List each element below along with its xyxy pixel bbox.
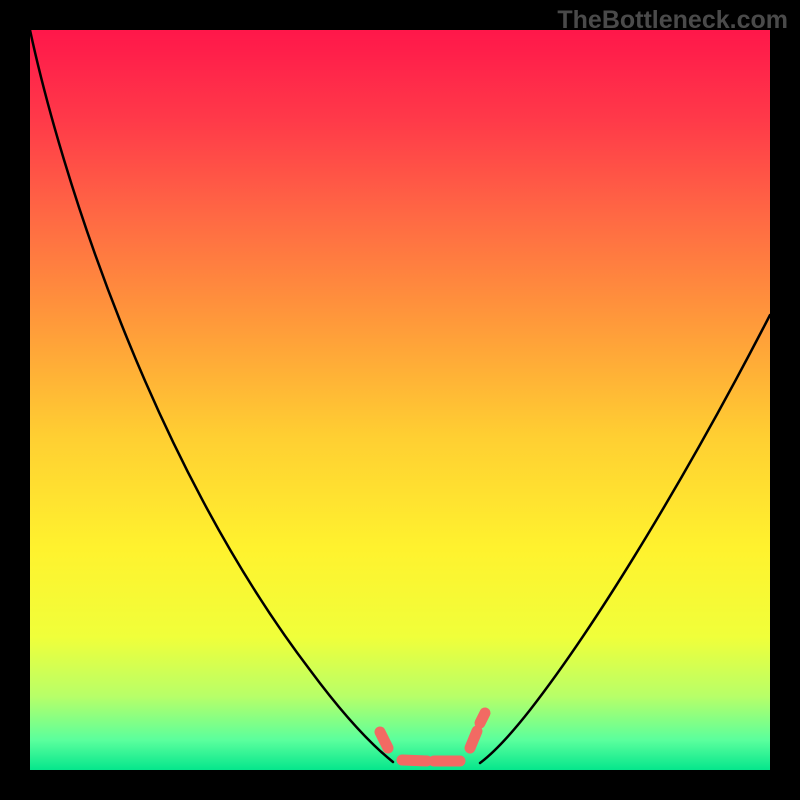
chart-frame: TheBottleneck.com [0,0,800,800]
watermark-text: TheBottleneck.com [557,6,788,35]
plateau-dash [480,713,485,723]
curve-right-branch [480,315,770,763]
plateau-dash [380,732,388,748]
plot-area [30,30,770,770]
curve-left-branch [30,30,393,762]
plateau-dash [402,760,427,761]
plateau-dash-group [380,713,485,761]
plateau-dash [470,731,477,748]
bottleneck-curve [30,30,770,770]
